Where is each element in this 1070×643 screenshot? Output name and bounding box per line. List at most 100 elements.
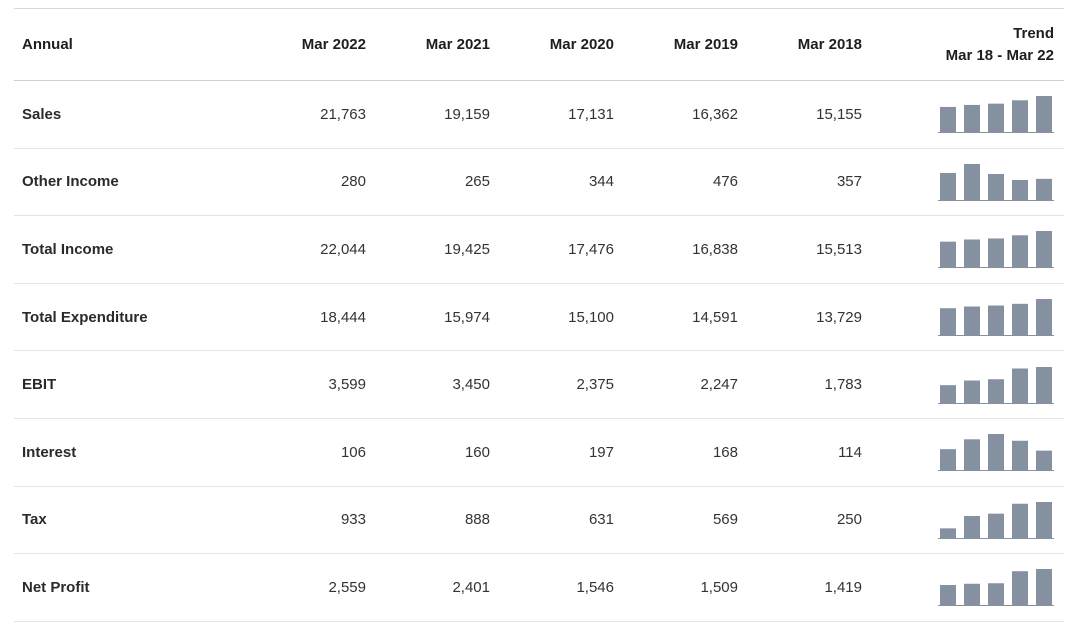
value-cell: 16,362 (692, 105, 738, 123)
value-cell: 15,513 (816, 240, 862, 258)
trend-bar (1036, 178, 1052, 200)
trend-bar (1036, 501, 1052, 538)
trend-bar (988, 103, 1004, 133)
value-cell: 15,100 (568, 308, 614, 326)
table-row-total-income: Total Income 22,044 19,425 17,476 16,838 15,5… (14, 216, 1064, 284)
header-year-1[interactable]: Mar 2022 (301, 36, 366, 53)
trend-cell (862, 351, 1064, 419)
trend-bar (988, 305, 1004, 336)
header-year-5[interactable]: Mar 2018 (797, 36, 862, 53)
value-cell: 1,509 (700, 578, 738, 596)
trend-bar (1036, 450, 1052, 471)
header-year-4[interactable]: Mar 2019 (673, 36, 738, 53)
trend-bar (988, 583, 1004, 606)
trend-bar (940, 308, 956, 336)
row-label: Interest (22, 443, 77, 461)
trend-bar (964, 163, 980, 200)
value-cell: 13,729 (816, 308, 862, 326)
table-row-other-income: Other Income 280 265 344 476 357 (14, 148, 1064, 216)
value-cell: 3,599 (328, 376, 366, 394)
value-cell: 250 (836, 511, 862, 529)
table-row-ebit: EBIT 3,599 3,450 2,375 2,247 1,783 (14, 351, 1064, 419)
trend-bar (1036, 569, 1052, 606)
value-cell: 344 (588, 173, 614, 191)
value-cell: 2,247 (700, 376, 738, 394)
trend-bar (988, 378, 1004, 403)
value-cell: 160 (464, 443, 490, 461)
row-label: Sales (22, 105, 62, 123)
trend-cell (862, 486, 1064, 554)
trend-bar (1036, 299, 1052, 336)
table-row-net-profit: Net Profit 2,559 2,401 1,546 1,509 1,419 (14, 554, 1064, 622)
row-label: Net Profit (22, 578, 90, 596)
trend-bar (1012, 100, 1028, 133)
trend-sparkline[interactable] (938, 95, 1054, 134)
trend-cell (862, 216, 1064, 284)
value-cell: 114 (838, 443, 862, 461)
trend-bar (988, 513, 1004, 538)
trend-bar (940, 384, 956, 403)
trend-sparkline[interactable] (938, 433, 1054, 472)
row-label: Tax (22, 511, 47, 529)
value-cell: 19,159 (444, 105, 490, 123)
table-row-sales: Sales 21,763 19,159 17,131 16,362 15,155 (14, 81, 1064, 149)
header-trend: Trend Mar 18 - Mar 22 (862, 9, 1064, 81)
header-year-2[interactable]: Mar 2021 (425, 36, 490, 53)
trend-bar (988, 238, 1004, 268)
value-cell: 1,546 (576, 578, 614, 596)
value-cell: 888 (464, 511, 490, 529)
value-cell: 2,375 (576, 376, 614, 394)
trend-bar (1012, 441, 1028, 471)
trend-sparkline[interactable] (938, 366, 1054, 404)
value-cell: 168 (712, 443, 738, 461)
trend-bar (1012, 503, 1028, 538)
trend-sparkline[interactable] (938, 230, 1054, 269)
value-cell: 1,419 (824, 578, 862, 596)
trend-sparkline[interactable] (938, 298, 1054, 337)
trend-bar (940, 242, 956, 268)
header-year-3[interactable]: Mar 2020 (549, 36, 614, 53)
trend-bar (1012, 303, 1028, 336)
trend-bar (1012, 235, 1028, 268)
trend-cell (862, 81, 1064, 149)
trend-bar (940, 528, 956, 538)
trend-bar (940, 585, 956, 606)
trend-sparkline[interactable] (938, 501, 1054, 539)
value-cell: 19,425 (444, 240, 490, 258)
value-cell: 357 (836, 173, 862, 191)
trend-bar (988, 173, 1004, 200)
trend-sparkline[interactable] (938, 163, 1054, 201)
value-cell: 15,974 (444, 308, 490, 326)
trend-bar (964, 306, 980, 336)
value-cell: 22,044 (320, 240, 366, 258)
trend-bar (940, 449, 956, 471)
value-cell: 197 (588, 443, 614, 461)
value-cell: 21,763 (320, 105, 366, 123)
value-cell: 17,476 (568, 240, 614, 258)
trend-bar (964, 105, 980, 133)
trend-bar (964, 239, 980, 268)
row-label: EBIT (22, 376, 57, 394)
trend-bar (1036, 231, 1052, 268)
value-cell: 14,591 (692, 308, 738, 326)
value-cell: 106 (340, 443, 366, 461)
value-cell: 280 (340, 173, 366, 191)
trend-bar (1012, 179, 1028, 200)
trend-bar (1012, 571, 1028, 606)
row-label: Total Income (22, 240, 114, 258)
value-cell: 15,155 (816, 105, 862, 123)
header-annual: Annual (22, 36, 73, 53)
trend-bar (964, 584, 980, 606)
trend-range: Mar 18 - Mar 22 (945, 46, 1054, 64)
trend-sparkline[interactable] (938, 568, 1054, 607)
value-cell: 17,131 (568, 105, 614, 123)
table-header-row: Annual Mar 2022 Mar 2021 Mar 2020 Mar 20… (14, 8, 1064, 81)
row-label: Other Income (22, 173, 119, 191)
value-cell: 2,401 (452, 578, 490, 596)
annual-financials-table: Annual Mar 2022 Mar 2021 Mar 2020 Mar 20… (14, 8, 1064, 622)
trend-bar (1036, 366, 1052, 403)
table-row-total-expenditure: Total Expenditure 18,444 15,974 15,100 14,59… (14, 283, 1064, 351)
value-cell: 476 (712, 173, 738, 191)
trend-bar (988, 434, 1004, 471)
value-cell: 3,450 (452, 376, 490, 394)
